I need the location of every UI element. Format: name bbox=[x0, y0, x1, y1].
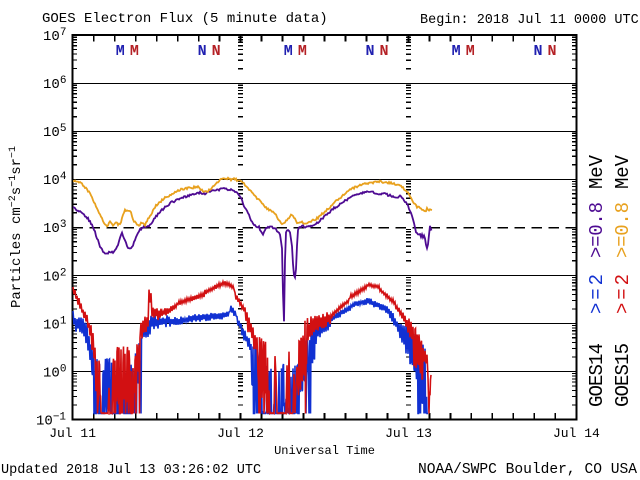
svg-text:Updated 2018 Jul 13 03:26:02 U: Updated 2018 Jul 13 03:26:02 UTC bbox=[1, 463, 261, 478]
svg-text:Jul 13: Jul 13 bbox=[385, 426, 432, 441]
svg-text:Particles cm−2s−1sr−1: Particles cm−2s−1sr−1 bbox=[8, 146, 25, 308]
svg-text:N: N bbox=[212, 43, 221, 60]
svg-text:N: N bbox=[366, 43, 375, 60]
svg-text:MeV: MeV bbox=[586, 154, 608, 189]
svg-text:Begin: 2018 Jul 11 0000 UTC: Begin: 2018 Jul 11 0000 UTC bbox=[420, 13, 639, 28]
svg-text:Jul 12: Jul 12 bbox=[217, 426, 264, 441]
svg-text:N: N bbox=[380, 43, 389, 60]
svg-text:N: N bbox=[198, 43, 207, 60]
svg-text:Jul 14: Jul 14 bbox=[553, 426, 600, 441]
svg-text:M: M bbox=[452, 43, 461, 60]
svg-text:N: N bbox=[547, 43, 556, 60]
svg-text:M: M bbox=[284, 43, 293, 60]
svg-text:GOES Electron Flux (5 minute d: GOES Electron Flux (5 minute data) bbox=[42, 11, 328, 27]
svg-text:M: M bbox=[466, 43, 475, 60]
svg-text:>=0.8: >=0.8 bbox=[586, 202, 608, 258]
svg-text:NOAA/SWPC Boulder, CO USA: NOAA/SWPC Boulder, CO USA bbox=[418, 462, 637, 478]
svg-text:GOES15: GOES15 bbox=[612, 343, 634, 407]
svg-text:Universal Time: Universal Time bbox=[274, 444, 375, 458]
svg-text:>=2: >=2 bbox=[586, 274, 608, 314]
svg-text:M: M bbox=[298, 43, 307, 60]
svg-text:>=2: >=2 bbox=[612, 274, 634, 314]
svg-text:MeV: MeV bbox=[612, 154, 634, 189]
svg-text:N: N bbox=[533, 43, 542, 60]
svg-text:M: M bbox=[130, 43, 139, 60]
svg-text:GOES14: GOES14 bbox=[586, 343, 608, 407]
svg-text:M: M bbox=[116, 43, 125, 60]
svg-text:Jul 11: Jul 11 bbox=[49, 426, 96, 441]
svg-text:>=0.8: >=0.8 bbox=[612, 202, 634, 258]
